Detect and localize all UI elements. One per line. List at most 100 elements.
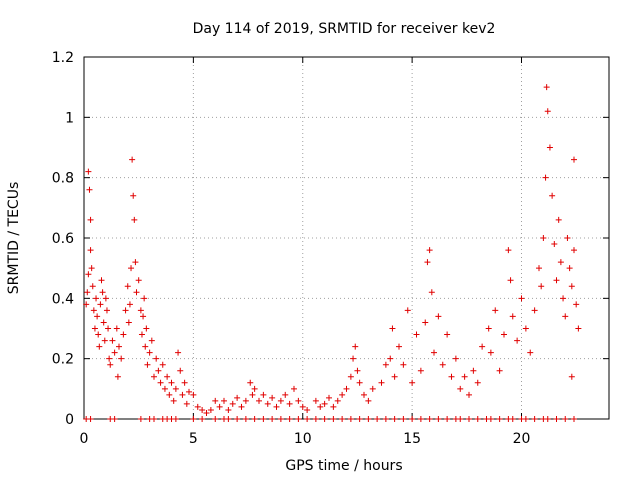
data-point [141,295,148,302]
data-point [334,397,341,404]
data-point [496,367,503,374]
data-point [172,385,179,392]
data-point [369,385,376,392]
data-point [326,394,332,401]
x-tick-labels: 0 5 10 15 20 [80,431,531,447]
data-point [549,192,556,199]
data-point [339,391,346,398]
grid-lines [84,57,609,419]
data-point [553,277,560,284]
data-point [153,355,160,362]
data-point [256,397,262,404]
zero-point [466,416,472,422]
data-point [566,265,573,272]
data-point [221,397,227,404]
data-point [101,337,108,344]
data-point [179,391,186,398]
data-point [365,397,372,404]
data-point [522,325,529,332]
zero-point [260,416,267,422]
data-point [501,331,507,338]
y-tick-label: 0.6 [52,231,74,247]
data-point [175,349,182,356]
data-point [85,168,92,175]
zero-point [151,416,157,422]
data-point [87,247,94,254]
data-point [151,373,157,380]
data-point [181,379,188,386]
data-point [157,379,164,386]
zero-point [571,416,577,422]
data-point [509,313,516,320]
data-point [87,216,94,223]
data-point [538,283,545,290]
data-point [400,361,407,368]
data-point [409,379,416,386]
x-tick-label: 5 [189,431,198,447]
data-point [543,84,550,91]
data-point [116,343,122,350]
data-point [203,409,210,416]
data-point [479,343,486,350]
data-point [352,343,359,350]
zero-point [339,416,346,422]
data-point [391,373,398,380]
data-point [269,394,276,401]
data-point [424,259,431,266]
zero-point [212,416,219,422]
data-point [109,337,116,344]
zero-point [426,416,433,422]
data-point [105,325,112,332]
zero-point [199,416,206,422]
data-point [129,156,136,163]
data-point [350,355,357,362]
zero-point [295,416,302,422]
data-point [133,289,140,296]
data-point [113,325,120,332]
data-point [514,337,521,344]
zero-point [87,416,94,422]
data-point [251,385,258,392]
data-point [568,283,575,290]
data-point [99,289,106,296]
zero-point [172,416,179,422]
data-point [507,277,514,284]
data-point [536,265,542,272]
y-tick-labels: 0 0.2 0.4 0.6 0.8 1 1.2 [52,50,74,428]
y-tick-label: 0.8 [52,171,74,187]
data-point [461,373,468,380]
data-point [417,367,424,374]
zero-point [304,416,311,422]
data-point [413,331,420,338]
data-point [168,379,175,386]
data-point [347,373,354,380]
data-point [286,400,293,407]
zero-point [251,416,258,422]
data-point [93,295,100,302]
data-point [131,216,138,223]
data-point [88,265,95,272]
zero-point [509,416,516,422]
data-point [422,319,429,326]
data-point [177,367,184,374]
zero-point [234,416,241,422]
zero-point [444,416,451,422]
data-point [439,361,446,368]
data-point [238,403,245,410]
data-point [166,391,173,398]
data-point [103,307,110,314]
data-point [562,313,569,320]
data-point [557,259,564,266]
data-point [170,397,177,404]
data-point [551,241,558,248]
data-point [444,331,451,338]
data-point [273,403,280,410]
zero-point [225,416,232,422]
zero-point [356,416,363,422]
data-point [146,349,153,356]
zero-point [365,416,372,422]
data-point [330,403,337,410]
data-point [90,307,97,314]
data-point [130,192,137,199]
zero-point [522,416,529,422]
